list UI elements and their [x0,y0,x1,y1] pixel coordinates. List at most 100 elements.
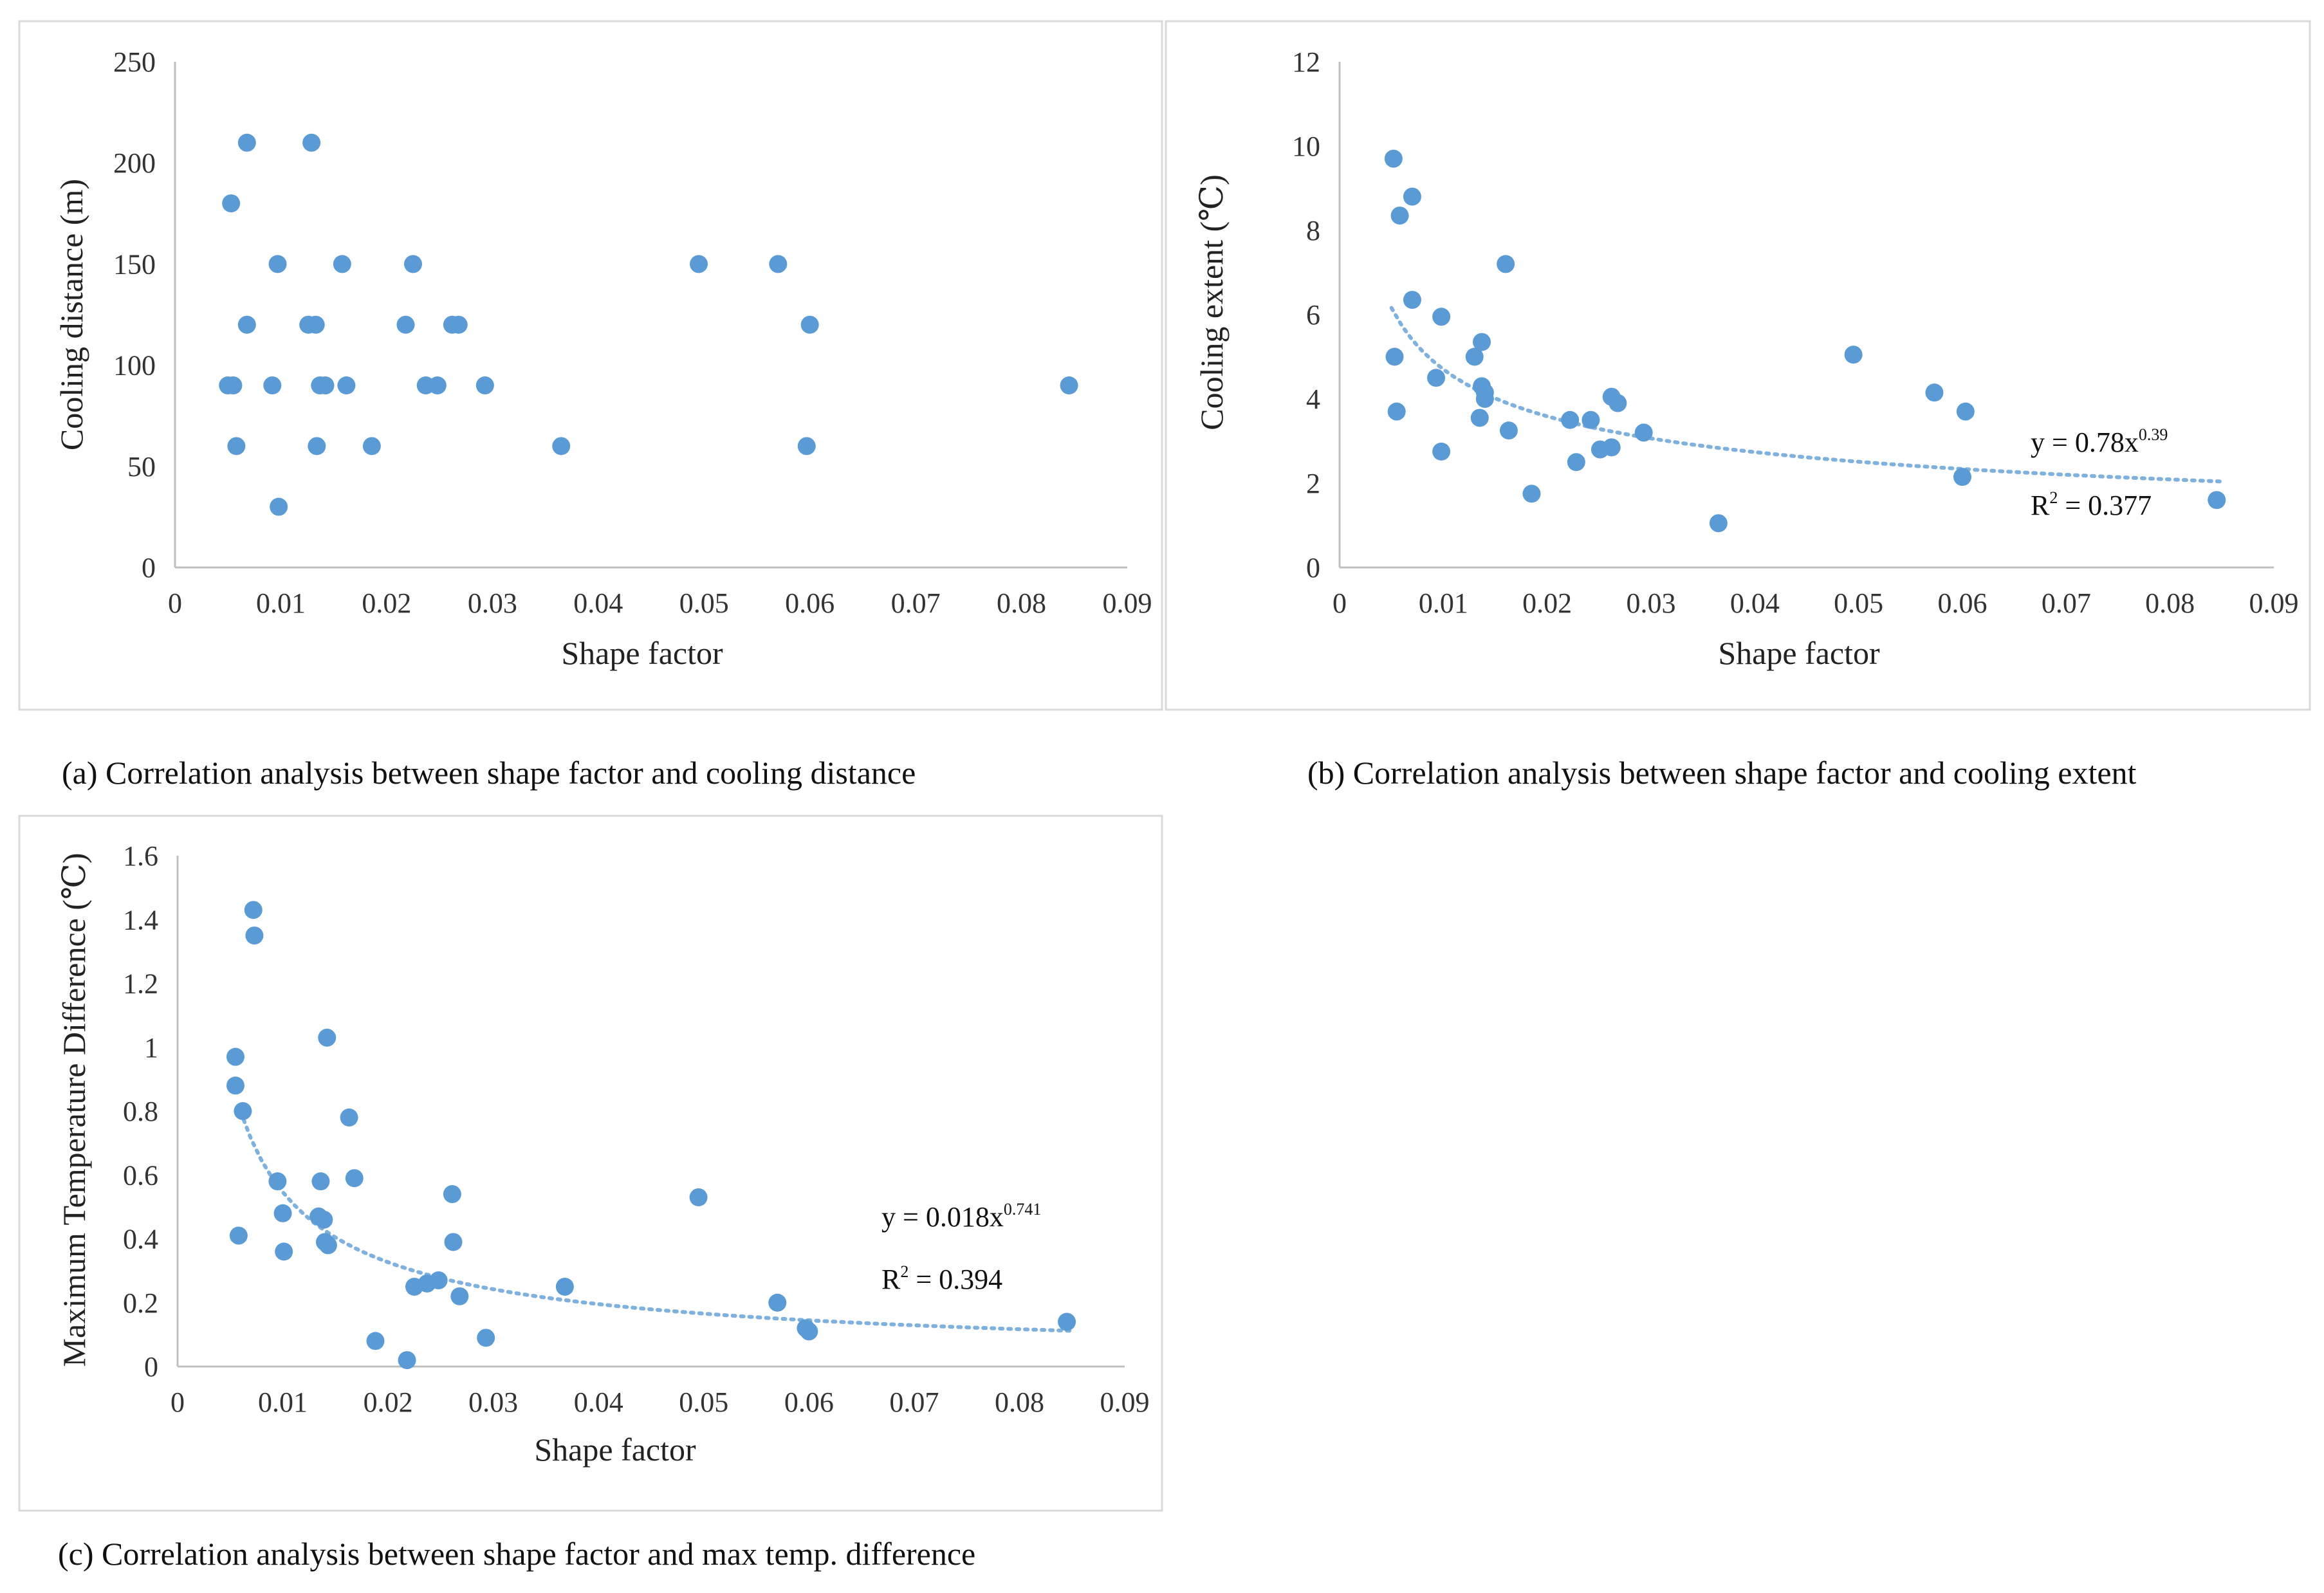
chart-b-y-ticks: 0 2 4 6 8 10 12 [1292,46,1320,584]
chart-c-y-tick-label: 0.6 [123,1159,158,1191]
chart-c-y-tick-label: 1.4 [123,904,158,935]
chart-a-x-tick-label: 0.08 [997,587,1046,619]
chart-c-r-squared-value: = 0.394 [908,1264,1002,1295]
chart-a-y-ticks: 0 50 100 150 200 250 [113,46,156,584]
chart-b-x-tick-label: 0.08 [2145,587,2195,619]
chart-c-y-tick-label: 0.4 [123,1224,158,1255]
chart-b-equation: y = 0.78x0.39 [2031,425,2168,458]
chart-b-r-squared-value: = 0.377 [2058,490,2152,521]
chart-a-caption: (a) Correlation analysis between shape f… [62,755,916,791]
chart-b-point [1634,423,1653,442]
chart-b-point [1403,187,1421,206]
chart-a-point [306,315,325,334]
chart-a-x-tick-label: 0.01 [256,587,306,619]
chart-a-point [268,255,287,273]
chart-b-point [1582,410,1600,429]
chart-a-point [316,376,335,395]
chart-b-y-tick-label: 4 [1306,383,1320,415]
chart-c-point [318,1028,337,1047]
chart-c-equation: y = 0.018x0.741 [881,1200,1041,1233]
chart-b-x-tick-label: 0 [1333,587,1347,619]
chart-c-point [443,1185,461,1204]
chart-c-point [444,1233,463,1251]
chart-a: 0 0.01 0.02 0.03 0.04 0.05 0.06 0.07 0.08 0.09 0 5… [53,46,1152,791]
chart-c-caption: (c) Correlation analysis between shape f… [58,1536,975,1572]
chart-b-x-tick-label: 0.03 [1627,587,1676,619]
chart-a-point [362,437,381,456]
chart-c-x-tick-label: 0.03 [468,1386,518,1418]
chart-c-y-tick-label: 1 [144,1032,158,1064]
chart-b-point [2208,491,2226,510]
chart-b-point [1465,347,1484,366]
panel-b-frame [1165,20,2311,711]
chart-c-point [800,1322,818,1341]
chart-a-point [302,133,321,152]
chart-b-trendline [1389,306,2224,484]
chart-c-point [768,1293,787,1312]
chart-b-point [1709,514,1728,533]
chart-b-y-tick-label: 0 [1306,552,1320,584]
chart-b-x-ticks: 0 0.01 0.02 0.03 0.04 0.05 0.06 0.07 0.08 0.09 [1333,587,2299,619]
chart-c-point [1058,1312,1076,1331]
chart-c-point [689,1188,708,1206]
chart-b-point [1561,410,1580,429]
chart-a-x-tick-label: 0.09 [1103,587,1152,619]
chart-a-y-tick-label: 50 [127,451,156,483]
chart-c-point [318,1236,337,1255]
panel-a-frame [18,20,1163,711]
chart-b-x-label: Shape factor [1718,635,1880,671]
chart-c: 0 0.01 0.02 0.03 0.04 0.05 0.06 0.07 0.08 0.09 00… [56,840,1150,1572]
chart-b-point [1953,468,1971,486]
chart-b-y-tick-label: 8 [1306,215,1320,246]
chart-c-point [275,1242,293,1261]
chart-b-point [1499,421,1518,440]
chart-a-points [219,133,1078,516]
chart-c-y-label: Maximum Temperature Difference (℃) [56,853,92,1367]
chart-c-x-tick-label: 0 [171,1386,185,1418]
chart-c-y-tick-label: 0.8 [123,1096,158,1127]
chart-a-x-label: Shape factor [561,635,723,671]
chart-c-point [398,1351,416,1370]
chart-c-r-squared: R2 = 0.394 [881,1262,1002,1295]
chart-c-x-tick-label: 0.02 [364,1386,413,1418]
chart-a-point [769,255,788,273]
chart-c-y-tick-label: 0.2 [123,1287,158,1319]
chart-b-x-tick-label: 0.02 [1522,587,1572,619]
chart-c-x-tick-label: 0.04 [574,1386,623,1418]
chart-a-x-tick-label: 0.04 [573,587,623,619]
chart-c-y-tick-label: 0 [144,1351,158,1383]
chart-c-point [311,1172,330,1191]
chart-a-point [690,255,708,273]
chart-c-x-tick-label: 0.07 [889,1386,939,1418]
chart-c-point [244,901,263,919]
chart-c-point [226,1076,244,1095]
chart-a-point [227,437,246,456]
chart-c-y-tick-label: 1.2 [123,968,158,1000]
chart-c-point [226,1047,244,1066]
chart-c-point [268,1172,287,1191]
chart-a-point [237,315,256,334]
chart-c-r-squared-label: R [881,1264,901,1295]
chart-b-x-tick-label: 0.01 [1419,587,1468,619]
chart-a-point [337,376,356,395]
chart-a-point [270,497,288,516]
chart-c-point [555,1277,574,1296]
chart-a-point [797,437,816,456]
chart-c-points [226,901,1076,1370]
chart-a-x-ticks: 0 0.01 0.02 0.03 0.04 0.05 0.06 0.07 0.08 0.09 [168,587,1152,619]
chart-b-point [1387,402,1406,421]
chart-a-y-tick-label: 0 [142,552,156,584]
chart-a-point [449,315,468,334]
chart-b-x-tick-label: 0.07 [2042,587,2091,619]
chart-b-point [1475,390,1494,408]
chart-a-point [800,315,819,334]
chart-c-trendline [239,1110,1074,1333]
chart-b-points [1384,149,2226,533]
chart-b-y-label: Cooling extent (℃) [1194,174,1230,430]
chart-b-point [1522,484,1541,503]
chart-a-point [396,315,415,334]
chart-b-point [1844,345,1863,364]
chart-a-y-tick-label: 150 [113,248,156,280]
chart-a-x-tick-label: 0 [168,587,182,619]
chart-a-point [222,194,241,213]
